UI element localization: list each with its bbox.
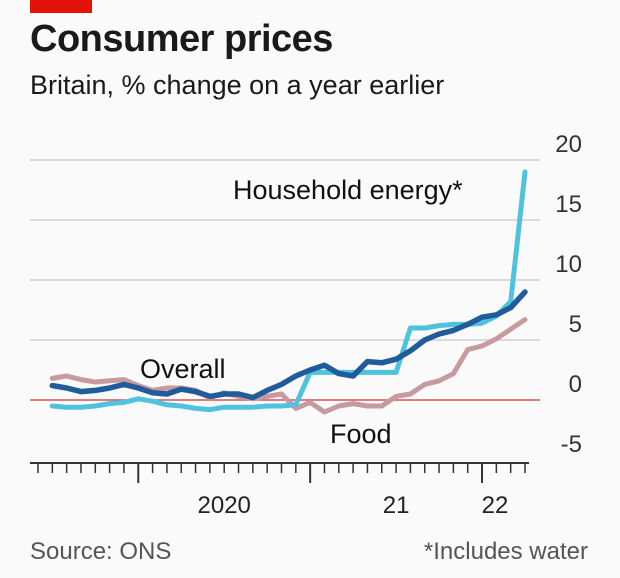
x-tick-label: 2020 (198, 492, 251, 519)
x-axis: 2020 21 22 (30, 462, 529, 519)
y-tick-label: 20 (555, 131, 582, 158)
brand-red-tag (30, 0, 92, 13)
series-line-overall (49, 289, 528, 401)
source-note: Source: ONS (30, 538, 172, 565)
chart-title: Consumer prices (30, 18, 333, 60)
chart-subtitle: Britain, % change on a year earlier (30, 70, 445, 100)
y-tick-label: 5 (569, 311, 582, 338)
series-line-household-energy (49, 169, 528, 413)
series-lines (49, 169, 528, 415)
y-tick-label: 10 (555, 251, 582, 278)
series-labels: Food Household energy* Overall (140, 175, 463, 449)
y-tick-label: 15 (555, 191, 582, 218)
series-label: Food (330, 419, 392, 449)
x-tick-label: 21 (383, 492, 410, 519)
series-label: Overall (140, 354, 226, 384)
series-line-food (49, 317, 528, 415)
grid-lines (30, 159, 540, 341)
y-tick-label: -5 (561, 431, 582, 458)
x-tick-label: 22 (482, 492, 509, 519)
footnote: *Includes water (423, 538, 588, 565)
series-label: Household energy* (233, 175, 463, 205)
y-tick-labels: 20 15 10 5 0 -5 (555, 131, 582, 458)
y-tick-label: 0 (569, 371, 582, 398)
